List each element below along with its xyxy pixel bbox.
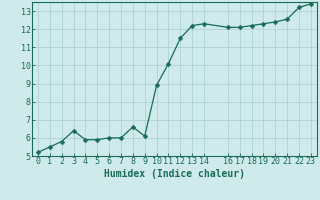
X-axis label: Humidex (Indice chaleur): Humidex (Indice chaleur) [104,169,245,179]
